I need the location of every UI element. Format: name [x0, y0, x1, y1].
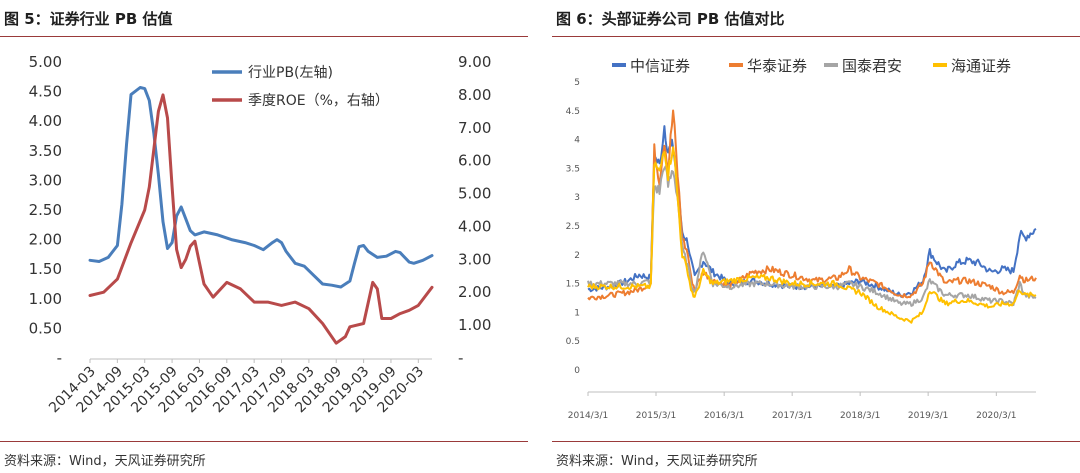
y-tick-label: 1 — [574, 308, 580, 318]
figure-6-bottom-rule — [552, 441, 1080, 442]
figure-5-top-rule — [0, 36, 528, 37]
series-line-3 — [587, 146, 1037, 324]
x-tick-label: 2019/3/1 — [908, 411, 948, 421]
y-right-tick-label: 5.00 — [458, 185, 491, 203]
y-tick-label: 3.5 — [566, 164, 580, 174]
x-tick-label: 2017/3/1 — [772, 411, 812, 421]
y-right-tick-label: 3.00 — [458, 250, 491, 268]
series-line-2 — [587, 165, 1037, 307]
y-tick-label: 4.5 — [566, 107, 580, 117]
y-right-tick-label: 7.00 — [458, 119, 491, 137]
y-left-tick-label: 0.50 — [29, 319, 62, 337]
y-left-tick-label: 2.50 — [29, 201, 62, 219]
x-tick-label: 2020/3/1 — [976, 411, 1016, 421]
y-tick-label: 5 — [574, 78, 580, 88]
series-line-pb — [88, 86, 434, 289]
y-right-tick-label: 1.00 — [458, 316, 491, 334]
y-tick-label: 2 — [574, 251, 580, 261]
industry-pb-chart: - 0.50 1.00 1.50 2.00 2.50 3.00 3.50 4.00 4.50 5.0… — [29, 53, 492, 416]
figure-6-top-rule — [552, 36, 1080, 37]
y-right-tick-label: 6.00 — [458, 152, 491, 170]
legend-label-2: 国泰君安 — [842, 57, 902, 75]
y-right-tick-label: 8.00 — [458, 86, 491, 104]
y-tick-label: 0.5 — [566, 337, 580, 347]
figure-5-bottom-rule — [0, 441, 528, 442]
figure-5-title: 图 5：证券行业 PB 估值 — [4, 10, 173, 28]
y-left-tick-label: 3.50 — [29, 142, 62, 160]
y-left-tick-label: 1.50 — [29, 260, 62, 278]
y-right-tick-label: 9.00 — [458, 53, 491, 71]
broker-pb-comparison-chart: 0 0.5 1 1.5 2 2.5 3 3.5 4 4.5 5 2014/3/1 2015/3/1 201… — [566, 57, 1037, 421]
y-left-tick-label: - — [57, 349, 62, 367]
y-tick-label: 1.5 — [566, 280, 580, 290]
legend-label-0: 中信证券 — [630, 57, 690, 75]
y-left-tick-label: 2.00 — [29, 231, 62, 249]
figure-5-panel: 图 5：证券行业 PB 估值 - 0.50 1.00 1.50 2.00 2.50 3.00… — [0, 0, 528, 473]
y-left-tick-label: 4.50 — [29, 83, 62, 101]
figure-6-source: 资料来源：Wind，天风证券研究所 — [556, 454, 758, 469]
y-right-tick-label: - — [458, 349, 463, 367]
y-tick-label: 3 — [574, 193, 580, 203]
y-left-tick-label: 1.00 — [29, 290, 62, 308]
y-left-tick-label: 3.00 — [29, 171, 62, 189]
series-line-roe — [88, 93, 434, 345]
x-tick-label: 2018/3/1 — [840, 411, 880, 421]
x-tick-label: 2014/3/1 — [568, 411, 608, 421]
x-tick-label: 2015/3/1 — [636, 411, 676, 421]
y-tick-label: 2.5 — [566, 222, 580, 232]
figure-6-title: 图 6：头部证券公司 PB 估值对比 — [556, 10, 785, 28]
series-line-1 — [587, 109, 1037, 301]
figure-6-panel: 图 6：头部证券公司 PB 估值对比 0 0.5 1 1.5 2 2.5 3 3.5 4 4.5 5… — [552, 0, 1080, 473]
y-tick-label: 4 — [574, 136, 580, 146]
y-right-tick-label: 4.00 — [458, 217, 491, 235]
legend-label-pb: 行业PB(左轴) — [248, 65, 333, 81]
y-tick-label: 0 — [574, 366, 580, 376]
x-tick-label: 2016/3/1 — [704, 411, 744, 421]
figure-5-source: 资料来源：Wind，天风证券研究所 — [4, 454, 206, 469]
y-left-tick-label: 4.00 — [29, 112, 62, 130]
y-right-tick-label: 2.00 — [458, 283, 491, 301]
y-left-tick-label: 5.00 — [29, 53, 62, 71]
legend-label-1: 华泰证券 — [747, 57, 807, 75]
legend-label-3: 海通证券 — [951, 57, 1011, 75]
legend-label-roe: 季度ROE（%，右轴） — [248, 93, 389, 109]
